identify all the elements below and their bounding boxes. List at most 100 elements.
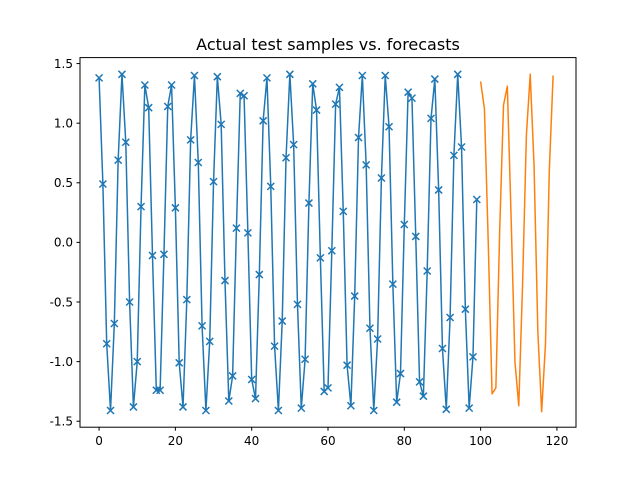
series-0-point bbox=[282, 153, 291, 162]
series-0-point bbox=[396, 369, 405, 378]
series-0-point bbox=[289, 140, 298, 149]
series-0-point bbox=[381, 71, 390, 80]
chart-title: Actual test samples vs. forecasts bbox=[196, 35, 460, 54]
series-0-point bbox=[343, 361, 352, 370]
series-1-line bbox=[479, 73, 554, 413]
series-0-point bbox=[304, 199, 313, 208]
series-0-point bbox=[156, 386, 165, 395]
series-0-point bbox=[125, 297, 134, 307]
series-0-point bbox=[358, 71, 367, 80]
series-0-point bbox=[472, 195, 481, 204]
x-tick-label: 120 bbox=[545, 434, 568, 448]
series-0-point bbox=[213, 72, 222, 81]
series-0-point bbox=[404, 88, 413, 97]
series-0-point bbox=[159, 250, 168, 259]
x-tick-label: 100 bbox=[469, 434, 492, 448]
series-0-point bbox=[457, 142, 466, 152]
series-0-point bbox=[262, 73, 271, 82]
series-0-point bbox=[117, 70, 126, 79]
series-0-point bbox=[137, 202, 146, 211]
series-0-point bbox=[465, 404, 474, 413]
series-0-point bbox=[461, 305, 470, 314]
series-0-point bbox=[175, 358, 184, 367]
series-0-point bbox=[434, 185, 443, 194]
series-0-point bbox=[388, 280, 397, 289]
series-0-point bbox=[285, 70, 294, 79]
series-0-point bbox=[190, 71, 199, 80]
series-0-point bbox=[167, 80, 176, 90]
y-tick-label: 1.5 bbox=[54, 57, 73, 71]
series-0-point bbox=[240, 91, 249, 100]
series-0-point bbox=[232, 224, 241, 233]
series-0-point bbox=[106, 406, 115, 415]
series-0-point bbox=[274, 406, 283, 415]
series-0-point bbox=[98, 179, 107, 189]
series-0-point bbox=[236, 89, 245, 98]
series-0-point bbox=[438, 344, 447, 353]
series-0-point bbox=[411, 232, 420, 241]
series-0-point bbox=[198, 321, 207, 330]
series-0-point bbox=[95, 73, 104, 82]
series-0-point bbox=[354, 133, 363, 142]
y-axis: -1.5 -1.0 -0.5 0.0 0.5 1.0 1.5 bbox=[50, 57, 80, 429]
series-0-point bbox=[270, 342, 279, 351]
series-0-point bbox=[247, 375, 256, 384]
series-0-point bbox=[133, 357, 142, 366]
series-0-point bbox=[220, 276, 230, 285]
series-0-point bbox=[331, 100, 340, 109]
series-0-point bbox=[163, 102, 172, 111]
series-0-point bbox=[171, 203, 180, 212]
series-0-point bbox=[426, 114, 436, 123]
series-0-point bbox=[217, 120, 226, 129]
series-0-point bbox=[251, 394, 260, 403]
series-0-point bbox=[301, 355, 310, 364]
y-tick-label: 1.0 bbox=[54, 116, 73, 130]
series-0-point bbox=[365, 324, 374, 333]
series-0-point bbox=[316, 253, 325, 262]
x-tick-label: 80 bbox=[397, 434, 412, 448]
series-0-point bbox=[369, 406, 378, 415]
x-axis: 0 20 40 60 80 100 120 bbox=[95, 427, 568, 448]
x-tick-label: 60 bbox=[320, 434, 335, 448]
series-0-point bbox=[442, 405, 451, 414]
series-0-point bbox=[209, 177, 218, 186]
series-0-point bbox=[178, 402, 188, 411]
series-0-point bbox=[392, 398, 401, 407]
series-0-point bbox=[148, 251, 157, 260]
series-0-point bbox=[186, 135, 195, 144]
series-0-point bbox=[423, 266, 432, 276]
plot-area bbox=[95, 70, 554, 415]
series-0-point bbox=[339, 207, 348, 216]
series-0-point bbox=[278, 317, 287, 326]
series-0-point bbox=[194, 158, 203, 167]
series-0-point bbox=[259, 116, 268, 125]
x-tick-label: 0 bbox=[95, 434, 103, 448]
series-0-point bbox=[468, 352, 478, 361]
series-0-point bbox=[110, 319, 119, 328]
series-0-point bbox=[377, 173, 386, 183]
y-tick-label: -0.5 bbox=[50, 295, 73, 309]
series-0-point bbox=[297, 404, 306, 413]
series-0-point bbox=[102, 339, 111, 348]
series-0-point bbox=[350, 292, 359, 301]
y-tick-label: 0.5 bbox=[54, 176, 73, 190]
series-0-point bbox=[449, 151, 458, 160]
y-tick-label: -1.5 bbox=[50, 415, 73, 429]
series-0-point bbox=[121, 138, 130, 147]
series-0-point bbox=[255, 270, 264, 279]
series-0-point bbox=[407, 94, 416, 103]
series-0-point bbox=[335, 83, 344, 92]
series-0-point bbox=[129, 402, 138, 411]
series-0-point bbox=[144, 103, 153, 112]
series-0-point bbox=[373, 334, 382, 344]
series-0-point bbox=[114, 156, 123, 165]
series-0-point bbox=[312, 106, 321, 115]
series-0-line bbox=[98, 73, 478, 412]
series-0-point bbox=[415, 377, 424, 386]
series-0-point bbox=[228, 371, 237, 380]
series-0-point bbox=[224, 396, 233, 406]
series-0-point bbox=[293, 300, 302, 309]
y-tick-label: -1.0 bbox=[50, 355, 73, 369]
series-0-point bbox=[243, 228, 252, 237]
